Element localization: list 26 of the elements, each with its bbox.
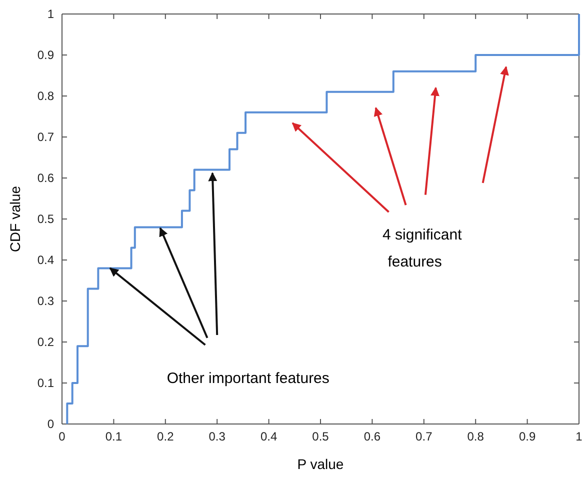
y-tick-label: 0 — [47, 416, 54, 431]
y-tick-label: 0.4 — [37, 252, 54, 267]
x-axis-title: P value — [297, 456, 344, 472]
y-tick-label: 0.8 — [37, 88, 54, 103]
y-tick-label: 0.5 — [37, 212, 54, 226]
x-tick-label: 0.2 — [157, 430, 174, 444]
y-tick-label: 0.6 — [37, 170, 54, 185]
x-tick-label: 0.1 — [105, 430, 122, 444]
annotation: Other important features — [166, 370, 330, 387]
x-tick-label: 0.5 — [312, 430, 330, 444]
x-tick-label: 1 — [576, 430, 583, 444]
x-tick-label: 0 — [58, 430, 66, 444]
x-tick-label: 0.3 — [208, 430, 226, 444]
x-tick-label: 0.8 — [467, 430, 484, 444]
x-tick-label: 0.7 — [416, 430, 433, 444]
x-tick-label: 0.9 — [518, 430, 536, 444]
annotation: 4 significant features — [382, 226, 463, 270]
y-tick-label: 0.1 — [37, 376, 54, 390]
x-tick-label: 0.6 — [364, 430, 381, 444]
y-tick-label: 0.7 — [37, 130, 54, 144]
y-tick-label: 0.3 — [37, 294, 54, 308]
x-tick-label: 0.4 — [260, 430, 278, 444]
y-tick-label: 0.9 — [37, 48, 54, 62]
y-tick-label: 0.2 — [37, 334, 54, 349]
y-axis-title: CDF value — [7, 186, 23, 252]
y-tick-label: 1 — [47, 6, 54, 21]
